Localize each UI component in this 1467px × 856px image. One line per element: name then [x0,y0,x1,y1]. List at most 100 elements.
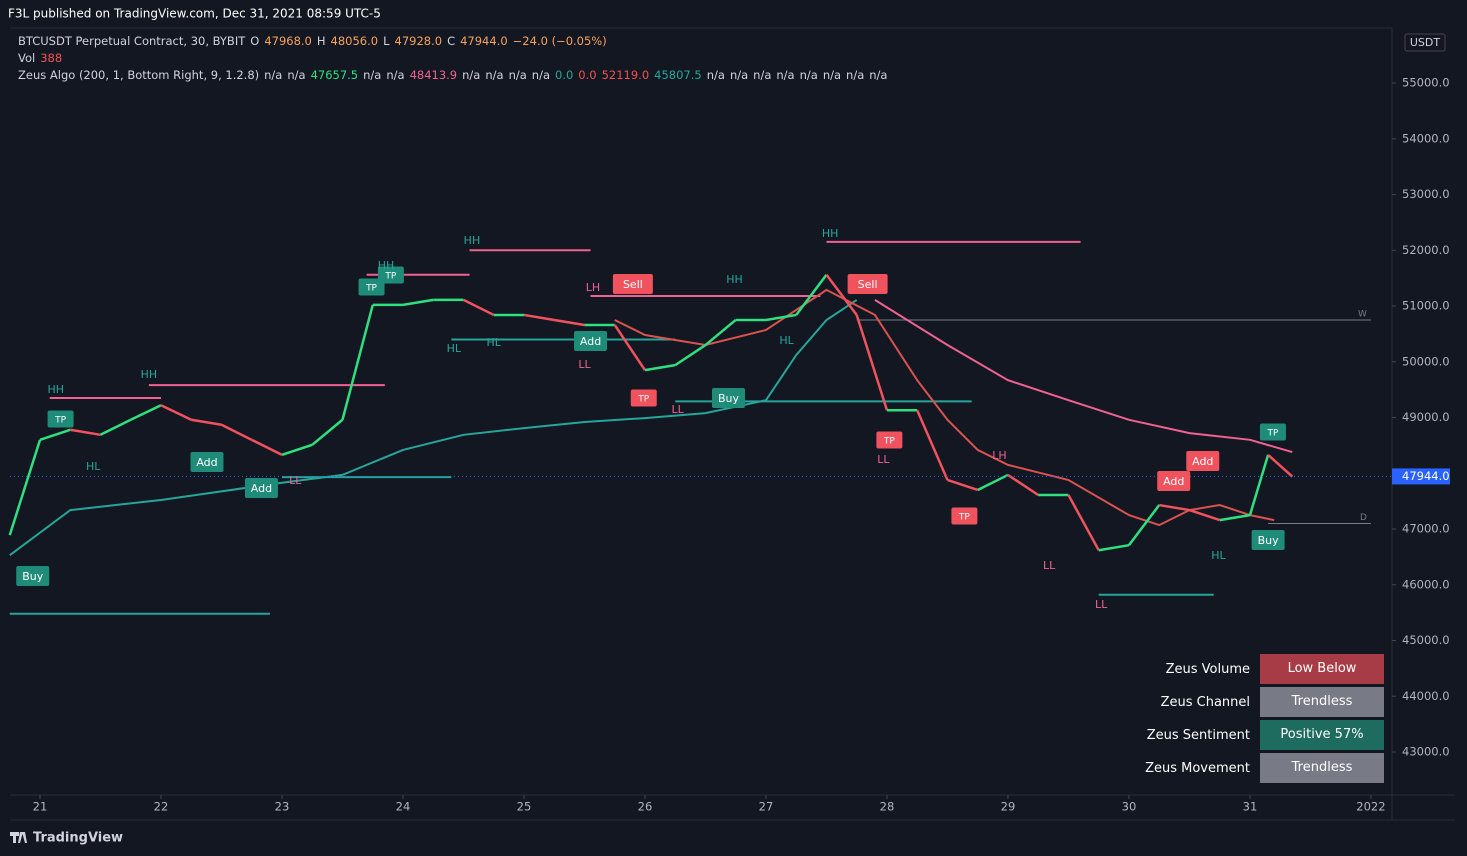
y-tick-label: 45000.0 [1402,633,1450,647]
signal-label: Add [580,335,601,348]
last-price-label: 47944.0 [1402,469,1450,483]
legend-item: C [447,34,456,48]
y-tick-label: 49000.0 [1402,410,1450,424]
legend-item: Vol [18,51,36,65]
row-label: Zeus Sentiment [1146,727,1250,743]
signal-box [847,274,888,295]
price-segment [99,418,132,436]
price-segment [1219,513,1251,522]
signal-box [47,410,74,428]
y-tick-label: 51000.0 [1402,299,1450,313]
legend-item: n/a [753,68,772,82]
price-segment [855,314,889,411]
signal-box [16,566,50,587]
legend-item: 388 [40,51,63,65]
signal-label: Buy [1258,534,1280,547]
legend-item: n/a [287,68,306,82]
pivot-label: HH [378,259,395,272]
signal-box [358,278,385,296]
row-value: Positive 57% [1260,720,1384,750]
signal-label: Sell [858,278,878,291]
price-segment [462,298,495,317]
signal-label: TP [883,437,895,447]
legend-item: n/a [264,68,283,82]
legend-item: BTCUSDT Perpetual Contract, 30, BYBIT [18,34,246,48]
pivot-label: LL [578,358,591,371]
signal-box [1186,451,1220,472]
signal-box [1157,471,1191,492]
signal-label: Sell [623,278,643,291]
price-segment [402,298,434,307]
price-segment [70,428,101,437]
x-tick-label: 28 [880,800,895,814]
legend-item: 48056.0 [330,34,379,48]
price-segment [704,318,737,347]
pivot-label: LL [289,474,302,487]
signal-box [190,452,224,473]
legend-item: 0.0 [555,68,574,82]
indicator-line [874,299,1293,454]
row-label: Zeus Volume [1165,661,1250,677]
legend-item: n/a [729,68,749,82]
price-segment [1159,503,1190,512]
price-segment [947,478,979,492]
level-label: D [1360,513,1367,523]
legend-item: n/a [869,68,888,82]
publisher: F3L published on TradingView.com, Dec 31… [8,7,381,21]
row-label: Zeus Channel [1160,694,1250,710]
legend-item: 47944.0 [460,34,508,48]
signal-box [1251,530,1285,551]
price-segment [1189,508,1221,522]
legend-item: n/a [531,68,550,82]
signal-box [612,274,653,295]
currency: USDT [1410,36,1441,49]
pivot-label: HH [47,383,64,396]
pivot-label: HL [779,334,794,347]
pivot-label: HL [447,342,462,355]
signal-label: Add [1163,475,1184,488]
pivot-label: HL [487,336,502,349]
x-tick-label: 21 [33,800,48,814]
price-segment [220,423,253,441]
legend-item: n/a [822,68,842,82]
legend-item: n/a [462,68,481,82]
y-tick-label: 46000.0 [1402,577,1450,591]
price-segment [1127,504,1161,546]
price-segment [251,438,283,456]
pivot-label: LH [586,281,600,294]
signal-box [377,266,404,284]
y-tick-label: 47000.0 [1402,522,1450,536]
signal-label: TP [384,272,396,282]
price-segment [8,439,42,536]
price-segment [613,324,647,371]
legend-item: O [250,34,260,48]
signal-label: TP [637,395,649,405]
legend-item: 47928.0 [394,34,443,48]
price-segment [341,304,374,421]
price-segment [1248,454,1270,516]
table-row: Zeus Volume Low Below Average [1120,654,1384,706]
price-segment [554,318,585,327]
signal-label: Add [251,482,272,495]
x-tick-label: 25 [517,800,532,814]
tv-logo [10,832,27,843]
signal-box [711,388,745,409]
pivot-label: LH [992,449,1006,462]
legend-item: n/a [776,68,795,82]
brand: TradingView [33,831,123,846]
pivot-label: LL [1095,598,1108,611]
signal-label: TP [1266,429,1278,439]
legend-line: BTCUSDT Perpetual Contract, 30, BYBIT O 47… [18,34,612,48]
currency-box [1404,33,1446,52]
price-segment [825,274,858,316]
x-tick-label: 24 [396,800,411,814]
price-segment [39,428,71,442]
pivot-label: LL [1043,559,1056,572]
legend-item: 45807.5 [654,68,702,82]
pivot-label: LL [877,453,890,466]
legend-item: 47968.0 [264,34,312,48]
signal-box [574,331,608,352]
